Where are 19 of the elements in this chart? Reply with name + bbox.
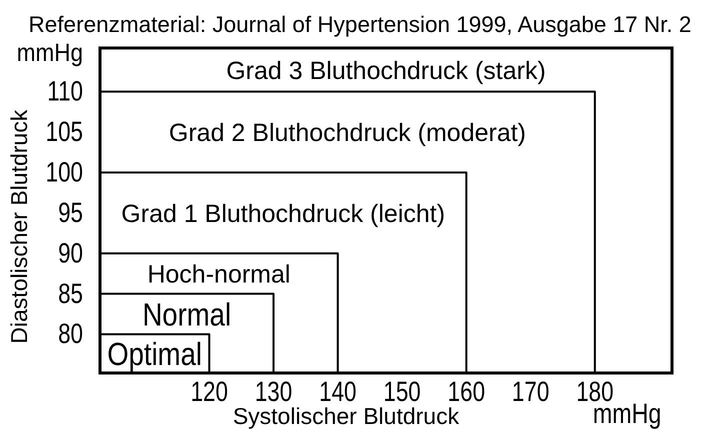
y-tick-label: 100 — [46, 157, 83, 188]
series-label: Normal — [142, 298, 232, 334]
series-label: Grad 1 Bluthochdruck (leicht) — [121, 200, 446, 228]
y-axis-title: Diastolischer Blutdruck — [6, 109, 32, 344]
series-label: Hoch-normal — [147, 260, 290, 289]
y-tick-label: 95 — [58, 198, 83, 229]
y-tick-label: 90 — [58, 238, 83, 269]
series-label: Grad 2 Bluthochdruck (moderat) — [168, 119, 526, 148]
text: mmHg — [16, 38, 83, 68]
y-tick-label: 85 — [58, 278, 83, 310]
series-label: Optimal — [107, 337, 202, 373]
annotation: Grad 3 Bluthochdruck (stark) — [226, 56, 546, 85]
x-tick-label: 170 — [512, 376, 550, 408]
y-tick-label: 110 — [47, 76, 83, 108]
x-tick-label: 180 — [576, 376, 614, 408]
x-tick-label: 120 — [190, 376, 228, 408]
y-tick-label: 105 — [46, 116, 83, 148]
chart-title: Referenzmaterial: Journal of Hypertension 1999, Ausgabe 17 Nr. 2 — [28, 12, 692, 37]
y-tick-label: 80 — [58, 318, 83, 350]
